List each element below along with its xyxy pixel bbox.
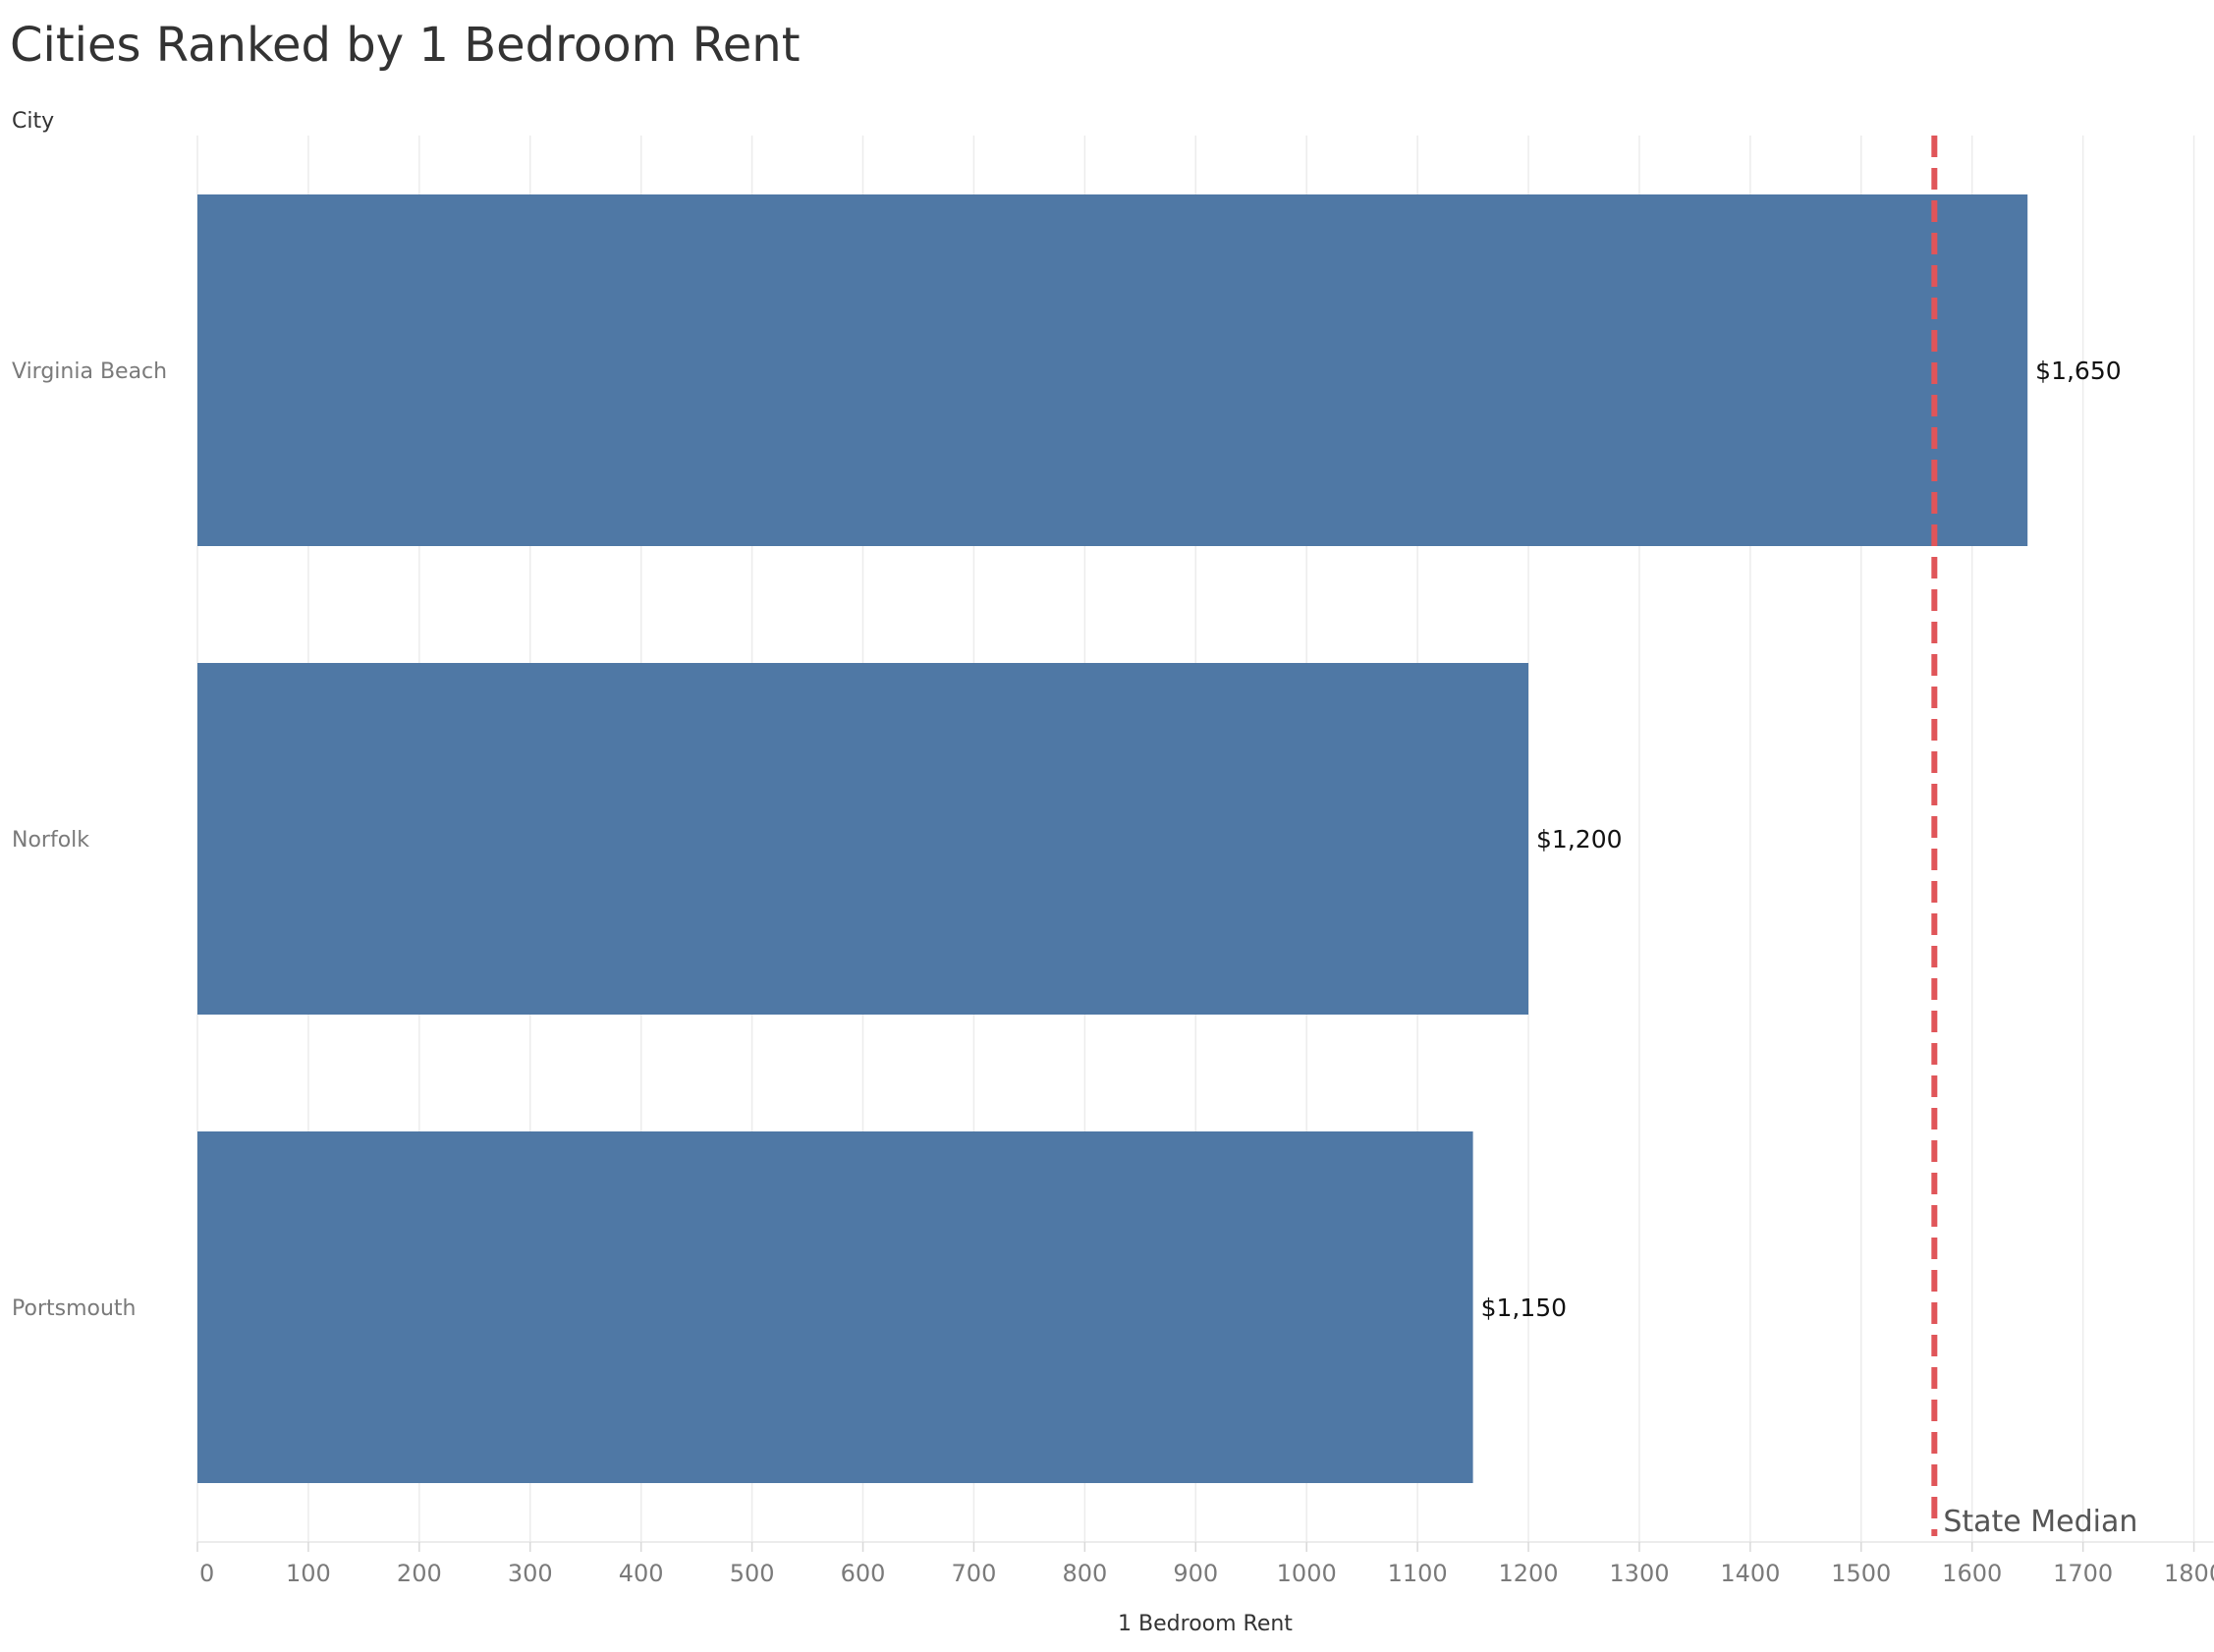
x-axis-title: 1 Bedroom Rent [1118, 1612, 1293, 1636]
y-axis-title: City [12, 109, 54, 134]
category-label: Portsmouth [12, 1296, 136, 1321]
bars [197, 194, 2028, 1483]
x-tick-label: 100 [286, 1560, 331, 1587]
state-median-label: State Median [1943, 1505, 2137, 1539]
data-label: $1,200 [1536, 825, 1622, 854]
x-axis-ticks: 0 100 200 300 400 500 600 700 800 900 1000 1100 1200… [196, 1542, 2214, 1587]
x-tick-label: 200 [397, 1560, 442, 1587]
x-tick-label: 400 [619, 1560, 664, 1587]
labels: Virginia Beach $1,650 Norfolk $1,200 Portsmo… [12, 357, 2122, 1322]
x-tick-label: 500 [730, 1560, 775, 1587]
x-tick-label: 0 [199, 1560, 214, 1587]
x-tick-label: 700 [952, 1560, 997, 1587]
x-tick-label: 1400 [1720, 1560, 1780, 1587]
bar[interactable] [197, 194, 2028, 546]
x-tick-label: 1200 [1499, 1560, 1559, 1587]
x-tick-label: 1100 [1388, 1560, 1448, 1587]
x-tick-label: 1800 [2164, 1560, 2214, 1587]
x-tick-label: 1500 [1831, 1560, 1891, 1587]
bar[interactable] [197, 1131, 1473, 1483]
bar[interactable] [197, 663, 1529, 1015]
x-tick-label: 800 [1062, 1560, 1107, 1587]
category-label: Norfolk [12, 828, 89, 853]
x-tick-label: 1600 [1942, 1560, 2002, 1587]
x-tick-label: 600 [841, 1560, 886, 1587]
chart-title: Cities Ranked by 1 Bedroom Rent [10, 18, 801, 73]
category-label: Virginia Beach [12, 359, 167, 384]
x-tick-label: 900 [1173, 1560, 1218, 1587]
data-label: $1,650 [2035, 357, 2121, 385]
x-tick-label: 300 [508, 1560, 553, 1587]
x-tick-label: 1000 [1277, 1560, 1337, 1587]
x-tick-label: 1700 [2053, 1560, 2113, 1587]
x-tick-label: 1300 [1609, 1560, 1669, 1587]
reference-line-group: State Median [1931, 136, 2137, 1539]
data-label: $1,150 [1481, 1294, 1567, 1322]
